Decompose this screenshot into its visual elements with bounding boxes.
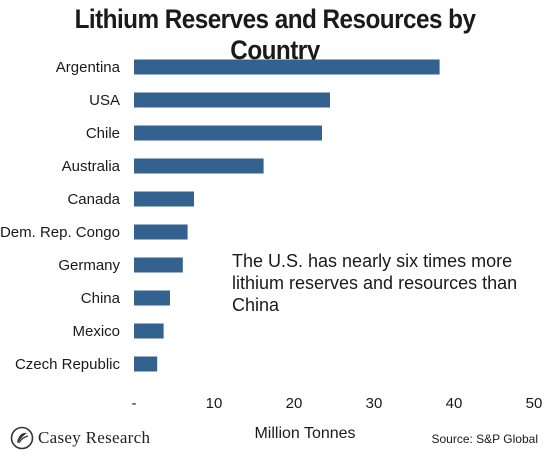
category-label: Chile — [86, 125, 120, 142]
bars-group — [134, 59, 440, 372]
category-label: Canada — [67, 191, 120, 208]
bar-chile — [134, 125, 322, 141]
bar-usa — [134, 92, 330, 108]
x-tick-labels: - 10 20 30 40 50 — [132, 395, 543, 412]
category-label: Mexico — [72, 323, 120, 340]
chart-annotation: The U.S. has nearly six times more lithi… — [232, 251, 518, 315]
bar-canada — [134, 191, 194, 207]
bar-dem-rep-congo — [134, 224, 188, 240]
source-note: Source: S&P Global — [431, 432, 538, 446]
x-tick-label: 50 — [526, 395, 543, 412]
category-label: Argentina — [56, 59, 121, 76]
category-label: Czech Republic — [15, 356, 121, 373]
category-labels: Argentina USA Chile Australia Canada Dem. Rep… — [0, 59, 121, 373]
chart-title: Lithium Reserves and Resources by Countr… — [74, 4, 476, 65]
category-label: Germany — [58, 257, 120, 274]
logo-emblem-icon — [10, 426, 34, 450]
casey-research-logo: Casey Research — [10, 424, 150, 452]
x-tick-label: 10 — [206, 395, 223, 412]
x-tick-label: 20 — [286, 395, 303, 412]
bar-australia — [134, 158, 264, 174]
x-tick-label: 30 — [366, 395, 383, 412]
x-tick-label: - — [132, 395, 137, 412]
bar-germany — [134, 257, 183, 273]
logo-text: Casey Research — [38, 428, 151, 447]
bar-czech-republic — [134, 356, 158, 372]
bar-argentina — [134, 59, 440, 75]
category-label: Australia — [62, 158, 121, 175]
category-label: USA — [89, 92, 120, 109]
x-axis-label: Million Tonnes — [254, 425, 356, 442]
x-tick-label: 40 — [446, 395, 463, 412]
bar-mexico — [134, 323, 164, 339]
category-label: China — [81, 290, 121, 307]
category-label: Dem. Rep. Congo — [0, 224, 120, 241]
bar-china — [134, 290, 170, 306]
